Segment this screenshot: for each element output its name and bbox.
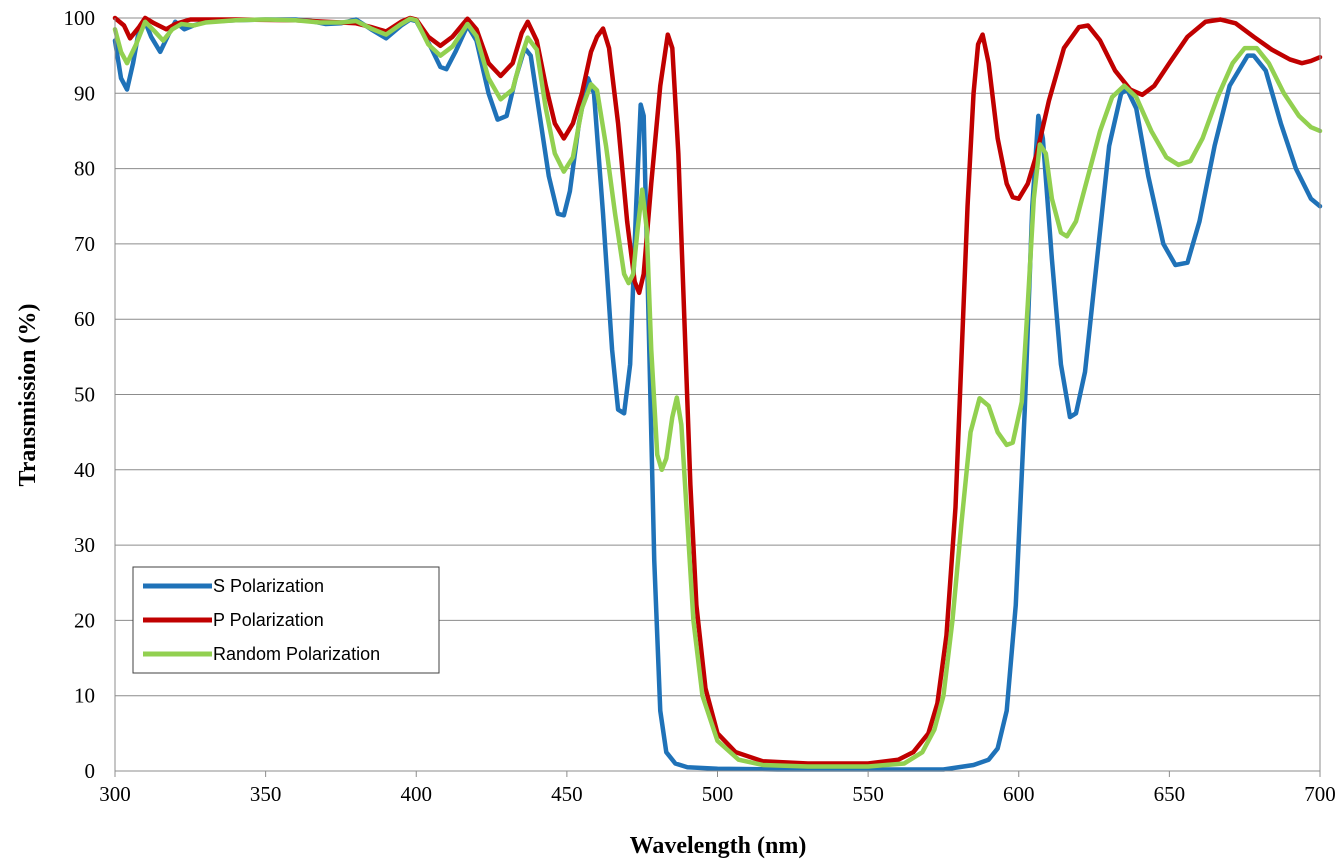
series-line-random-polarization [112,16,1323,769]
x-tick-label-600: 600 [1003,782,1035,806]
series-lines [112,15,1323,772]
x-tick-label-700: 700 [1304,782,1336,806]
legend-label-p-polarization: P Polarization [213,610,324,630]
x-tick-label-300: 300 [99,782,131,806]
legend: S Polarization P Polarization Random Pol… [132,566,440,674]
y-tick-label-0: 0 [85,759,96,783]
y-tick-label-30: 30 [74,533,95,557]
y-tick-label-100: 100 [64,6,96,30]
y-tick-label-80: 80 [74,157,95,181]
y-tick-label-40: 40 [74,458,95,482]
legend-label-s-polarization: S Polarization [213,576,324,596]
x-axis-title: Wavelength (nm) [630,833,807,859]
y-tick-label-20: 20 [74,608,95,632]
legend-label-random-polarization: Random Polarization [213,644,380,664]
x-tick-label-650: 650 [1154,782,1186,806]
y-tick-label-60: 60 [74,307,95,331]
x-tick-label-550: 550 [852,782,884,806]
y-tick-label-50: 50 [74,383,95,407]
y-axis-title: Transmission (%) [15,304,41,487]
x-tick-label-350: 350 [250,782,282,806]
y-tick-label-70: 70 [74,232,95,256]
x-tick-label-500: 500 [702,782,734,806]
y-tick-label-90: 90 [74,81,95,105]
tick-labels: 300 350 400 450 500 550 600 650 700 0 10 20 30 40 50 60… [64,6,1336,806]
y-tick-label-10: 10 [74,684,95,708]
x-tick-label-400: 400 [401,782,433,806]
x-tick-label-450: 450 [551,782,583,806]
